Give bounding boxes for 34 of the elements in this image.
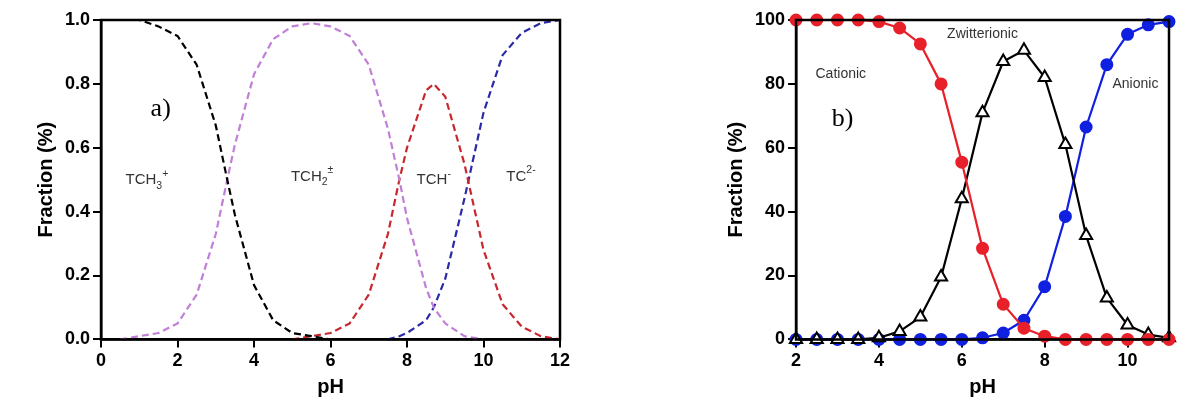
x-axis-title: pH: [317, 374, 344, 397]
x-tick-label: 0: [96, 350, 107, 371]
x-tick-label: 10: [1117, 350, 1138, 371]
annotation: Zwitterionic: [947, 25, 1018, 42]
annotation: TCH-: [416, 166, 452, 187]
annotation: Anionic: [1112, 74, 1159, 91]
annotation: b): [831, 102, 854, 132]
y-tick-label: 80: [765, 72, 786, 93]
x-tick-label: 8: [402, 350, 413, 371]
x-tick-label: 4: [873, 350, 884, 371]
x-tick-label: 6: [956, 350, 967, 371]
y-tick-label: 0.0: [64, 328, 91, 349]
x-tick-label: 6: [325, 350, 336, 371]
x-tick-label: 2: [172, 350, 183, 371]
y-tick-label: 60: [765, 136, 786, 157]
x-tick-label: 8: [1039, 350, 1050, 371]
y-tick-label: 100: [754, 8, 786, 29]
x-axis-title: pH: [969, 374, 996, 397]
annotation: Cationic: [815, 65, 867, 82]
y-tick-label: 20: [765, 264, 786, 285]
y-tick-label: 0.4: [64, 200, 91, 221]
annotation: a): [150, 93, 171, 123]
y-tick-label: 0: [775, 328, 786, 349]
x-tick-label: 2: [791, 350, 802, 371]
y-tick-label: 0.6: [64, 136, 91, 157]
y-tick-label: 1.0: [64, 8, 91, 29]
x-tick-label: 12: [549, 350, 571, 371]
x-tick-label: 10: [473, 350, 494, 371]
x-tick-label: 4: [249, 350, 260, 371]
y-tick-label: 40: [765, 200, 786, 221]
y-axis-title: Fraction (%): [33, 121, 56, 238]
y-axis-title: Fraction (%): [723, 121, 746, 238]
y-tick-label: 0.8: [64, 72, 91, 93]
y-tick-label: 0.2: [64, 264, 91, 285]
